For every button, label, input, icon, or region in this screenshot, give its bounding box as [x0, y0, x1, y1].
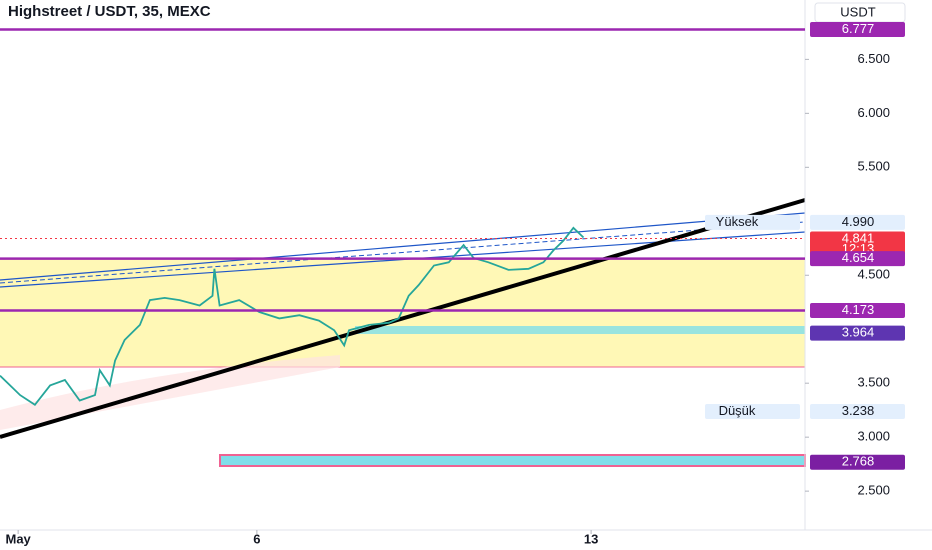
y-tick-label: 6.000	[857, 105, 890, 120]
price-label: 4.173	[842, 302, 875, 317]
tag-box	[705, 214, 800, 230]
y-tick-label: 4.500	[857, 267, 890, 282]
tag: Yüksek	[716, 214, 759, 229]
price-label-box	[810, 325, 905, 341]
zone	[355, 326, 805, 334]
price-line	[0, 226, 585, 407]
y-tick-label: 2.500	[857, 483, 890, 498]
trend-line	[0, 198, 806, 439]
zone	[0, 258, 805, 367]
price-label: 4.990	[842, 214, 875, 229]
tag-box	[705, 403, 800, 419]
y-tick-label: 5.500	[857, 159, 890, 174]
price-label: 4.841	[842, 230, 875, 245]
currency[interactable]: USDT	[840, 4, 875, 19]
tag: Düşük	[719, 403, 756, 418]
price-label-box	[810, 21, 905, 37]
y-tick-label: 3.000	[857, 429, 890, 444]
price-label-box	[810, 251, 905, 267]
price-label-box	[810, 403, 905, 419]
price-label: 6.777	[842, 21, 875, 36]
y-tick-label: 6.500	[857, 51, 890, 66]
price-label-box	[810, 231, 905, 256]
x-tick-label: May	[5, 531, 31, 546]
channel-line	[0, 212, 806, 281]
chart-title: Highstreet / USDT, 35, MEXC	[8, 3, 211, 20]
price-label: 3.238	[842, 403, 875, 418]
channel-line	[0, 221, 806, 284]
price-label-box	[810, 454, 905, 470]
x-tick-label: 6	[253, 531, 260, 546]
price-label-box	[810, 214, 905, 230]
price-label: 4.654	[842, 250, 875, 265]
x-tick-label: 13	[584, 531, 598, 546]
price-label: 3.964	[842, 325, 875, 340]
zone	[219, 454, 806, 467]
price-label-box	[810, 303, 905, 319]
y-tick-label: 3.500	[857, 375, 890, 390]
price-label: 2.768	[842, 454, 875, 469]
